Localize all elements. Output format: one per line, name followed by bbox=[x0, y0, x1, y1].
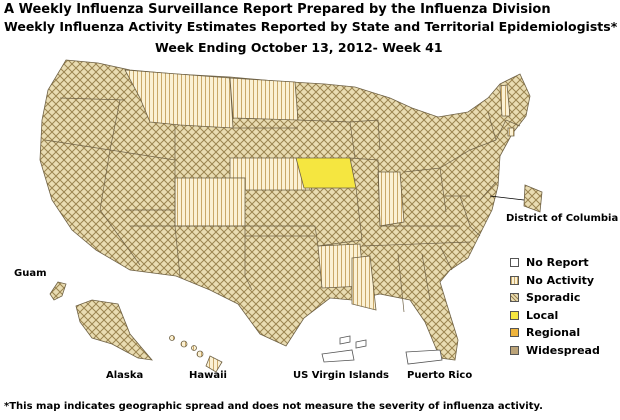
legend-item-no-activity: No Activity bbox=[510, 272, 600, 290]
hawaii-islands bbox=[169, 335, 223, 373]
puerto-rico-shape bbox=[405, 349, 443, 365]
state-iowa bbox=[295, 157, 357, 189]
legend-item-regional: Regional bbox=[510, 324, 600, 342]
legend-swatch bbox=[510, 293, 519, 303]
legend-label: Regional bbox=[526, 326, 581, 340]
state-mississippi bbox=[351, 255, 377, 311]
legend-item-no-report: No Report bbox=[510, 254, 600, 272]
legend-label: Widespread bbox=[526, 343, 600, 357]
legend-item-sporadic: Sporadic bbox=[510, 289, 600, 307]
label-usvi: US Virgin Islands bbox=[293, 370, 389, 381]
label-hawaii: Hawaii bbox=[189, 370, 227, 381]
legend-swatch bbox=[510, 258, 519, 268]
guam-shape bbox=[49, 281, 67, 301]
dc-callout-line bbox=[489, 195, 525, 201]
legend: No Report No Activity Sporadic Local Reg… bbox=[510, 254, 600, 359]
week-label: Week Ending October 13, 2012- Week 41 bbox=[155, 40, 443, 55]
label-guam: Guam bbox=[14, 268, 47, 279]
label-puerto-rico: Puerto Rico bbox=[407, 370, 473, 381]
dc-callout-box bbox=[523, 184, 543, 213]
label-alaska: Alaska bbox=[106, 370, 144, 381]
legend-label: No Activity bbox=[526, 273, 595, 287]
legend-label: Sporadic bbox=[526, 291, 581, 305]
legend-label: No Report bbox=[526, 256, 589, 270]
map-title: A Weekly Influenza Surveillance Report P… bbox=[4, 2, 551, 17]
state-indiana bbox=[377, 171, 405, 227]
usvi-islands bbox=[321, 335, 367, 363]
state-rhode-island bbox=[507, 127, 515, 137]
legend-swatch bbox=[510, 275, 519, 285]
legend-swatch bbox=[510, 310, 519, 320]
state-borders bbox=[44, 97, 521, 313]
footnote: *This map indicates geographic spread an… bbox=[4, 401, 543, 412]
state-north-dakota bbox=[229, 77, 299, 121]
state-new-hampshire bbox=[499, 84, 511, 117]
map-subtitle: Weekly Influenza Activity Estimates Repo… bbox=[4, 19, 618, 34]
contiguous-us-outline bbox=[39, 59, 531, 361]
legend-swatch bbox=[510, 345, 519, 355]
legend-swatch bbox=[510, 328, 519, 338]
alaska-shape bbox=[75, 299, 153, 361]
state-colorado bbox=[174, 177, 246, 227]
legend-item-local: Local bbox=[510, 307, 600, 325]
label-dc: District of Columbia bbox=[506, 213, 619, 224]
legend-label: Local bbox=[526, 308, 559, 322]
legend-item-widespread: Widespread bbox=[510, 342, 600, 360]
